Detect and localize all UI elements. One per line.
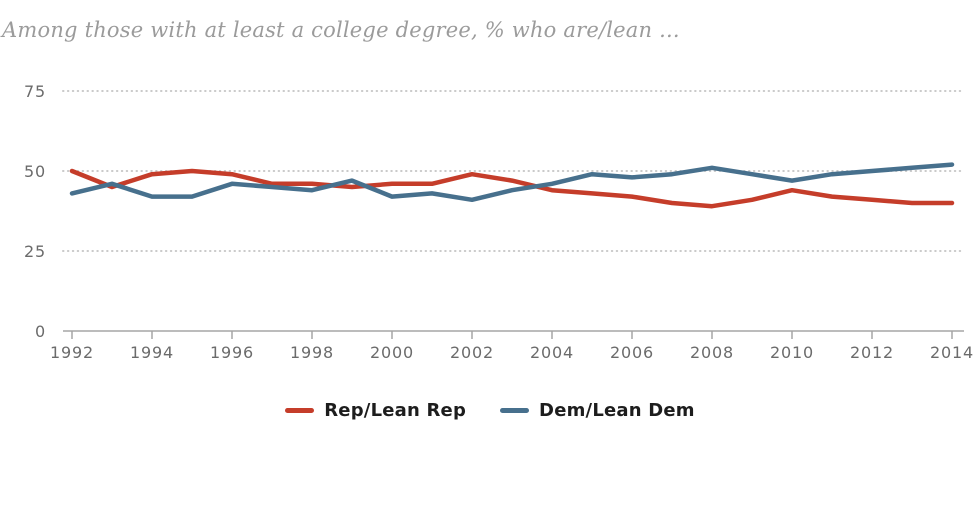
rep-data-line [69, 168, 955, 209]
x-tick-label-2008: 2008 [690, 343, 734, 362]
legend-item-rep: Rep/Lean Rep [285, 400, 466, 421]
x-tick-label-2010: 2010 [770, 343, 814, 362]
legend-label-dem: Dem/Lean Dem [539, 400, 695, 421]
y-tick-label-50: 50 [24, 162, 46, 181]
y-tick-label-75: 75 [24, 82, 46, 101]
page-title: Among those with at least a college degr… [2, 18, 680, 42]
legend-item-dem: Dem/Lean Dem [500, 400, 695, 421]
x-tick-label-2000: 2000 [370, 343, 414, 362]
legend-label-rep: Rep/Lean Rep [324, 400, 467, 421]
y-tick-label-25: 25 [24, 242, 46, 261]
chart-legend: Rep/Lean Rep Dem/Lean Dem [0, 400, 980, 421]
x-tick-label-1994: 1994 [130, 343, 174, 362]
rep-line-swatch [285, 408, 315, 413]
x-tick-label-1992: 1992 [50, 343, 94, 362]
dem-line-swatch [500, 408, 530, 413]
chart-svg: 0 25 50 75 1992 1994 1996 1998 2000 2002 2004 2006 2… [24, 82, 974, 362]
x-tick-label-1998: 1998 [290, 343, 334, 362]
x-tick-label-2006: 2006 [610, 343, 654, 362]
x-tick-label-1996: 1996 [210, 343, 254, 362]
x-tick-label-2014: 2014 [930, 343, 974, 362]
x-tick-label-2002: 2002 [450, 343, 494, 362]
x-tick-label-2012: 2012 [850, 343, 894, 362]
y-tick-label-0: 0 [35, 322, 46, 341]
dem-data-line [69, 162, 955, 203]
x-tick-label-2004: 2004 [530, 343, 574, 362]
